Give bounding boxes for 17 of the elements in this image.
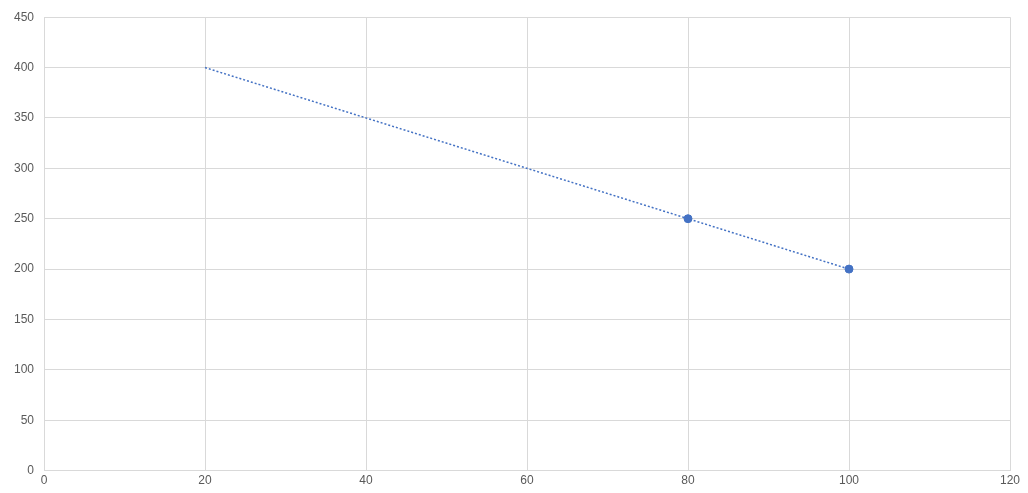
y-tick-label: 450 [13, 9, 35, 24]
y-tick-label: 300 [13, 160, 35, 175]
y-tick-label: 100 [13, 362, 35, 377]
x-tick-label: 0 [40, 473, 48, 488]
y-tick-label: 250 [13, 211, 35, 226]
x-tick-label: 60 [520, 473, 534, 488]
y-tick-label: 150 [13, 311, 35, 326]
y-tick-label: 200 [13, 261, 35, 276]
y-tick-label: 0 [27, 462, 35, 477]
x-tick-label: 100 [838, 473, 860, 488]
y-tick-label: 400 [13, 59, 35, 74]
x-tick-label: 120 [999, 473, 1021, 488]
x-tick-label: 80 [681, 473, 695, 488]
x-tick-label: 40 [359, 473, 374, 488]
x-tick-label: 20 [198, 473, 213, 488]
y-tick-label: 50 [20, 412, 35, 427]
y-tick-label: 350 [13, 110, 35, 125]
